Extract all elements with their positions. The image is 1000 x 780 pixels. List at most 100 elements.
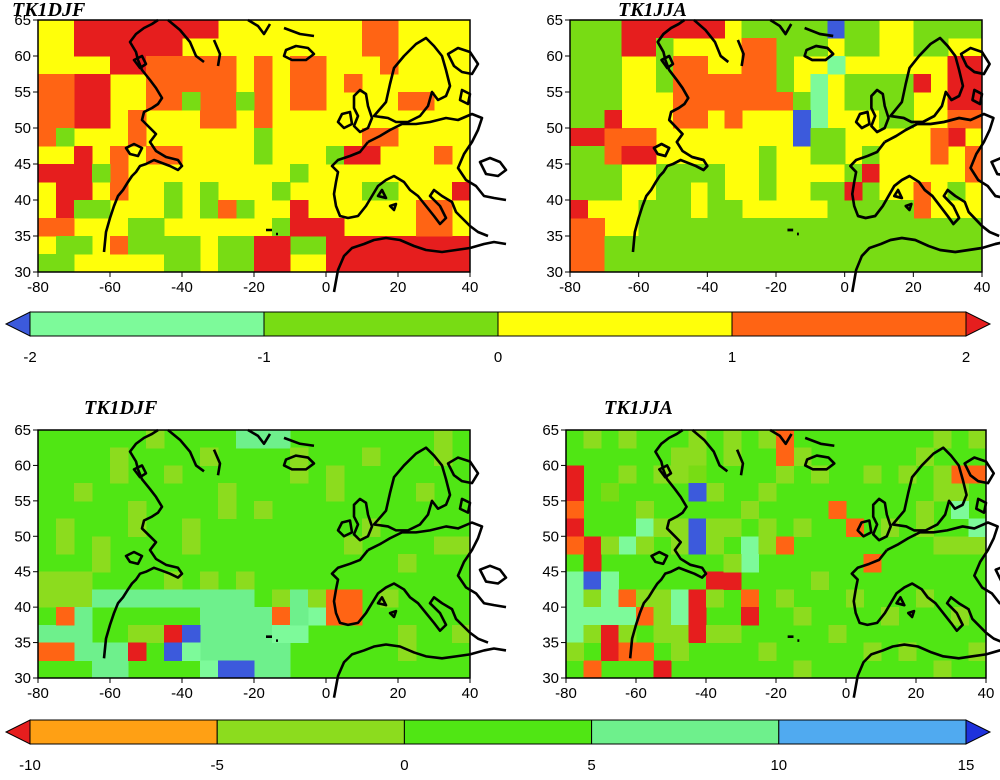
colorbar-segment — [778, 719, 967, 745]
heatmap-cell — [326, 500, 345, 520]
heatmap-cell — [913, 56, 932, 75]
y-tick-label: 40 — [14, 599, 31, 616]
heatmap-cell — [776, 589, 795, 608]
heatmap-cell — [344, 128, 363, 147]
heatmap-cell — [38, 200, 57, 219]
heatmap-cell — [583, 447, 602, 467]
heatmap-cell — [621, 164, 640, 183]
heatmap-cell — [621, 92, 640, 111]
heatmap-cell — [362, 92, 381, 111]
heatmap-cell — [828, 642, 847, 661]
y-tick-label: 45 — [542, 564, 559, 581]
heatmap-cell — [416, 128, 435, 147]
heatmap-cell — [846, 642, 865, 661]
heatmap-cell — [110, 483, 129, 502]
heatmap-cell — [968, 430, 987, 449]
heatmap-cell — [601, 554, 620, 573]
x-tick-label: 20 — [390, 685, 407, 702]
heatmap-cell — [146, 128, 165, 147]
heatmap-cell — [74, 465, 93, 484]
heatmap-cell — [968, 589, 987, 608]
heatmap-cell — [308, 200, 327, 219]
heatmap-cell — [707, 146, 726, 165]
heatmap-cell — [846, 571, 865, 591]
heatmap-cell — [200, 518, 219, 537]
heatmap-cell — [951, 660, 970, 679]
heatmap-cell — [146, 571, 165, 591]
heatmap-cell — [896, 146, 914, 165]
heatmap-cell — [776, 465, 795, 484]
heatmap-cell — [828, 500, 847, 520]
heatmap-cell — [326, 624, 345, 644]
heatmap-cell — [916, 589, 935, 608]
heatmap-cell — [74, 500, 93, 520]
heatmap-cell — [706, 430, 725, 449]
y-tick-label: 45 — [546, 156, 563, 173]
heatmap-cell — [146, 500, 165, 520]
heatmap-cell — [398, 56, 417, 75]
heatmap-cell — [724, 56, 743, 75]
heatmap-cell — [933, 536, 952, 555]
heatmap-cell — [758, 500, 777, 520]
heatmap-cell — [863, 624, 882, 644]
heatmap-cell — [913, 146, 932, 165]
heatmap-cell — [254, 218, 273, 237]
heatmap-cell — [723, 554, 742, 573]
heatmap-cell — [182, 465, 201, 484]
heatmap-cell — [308, 536, 327, 555]
x-tick-label: 20 — [390, 279, 407, 296]
heatmap-cell — [290, 56, 327, 111]
heatmap-cell — [128, 624, 165, 644]
heatmap-cell — [74, 483, 93, 502]
heatmap-cell — [671, 607, 690, 626]
y-tick-label: 45 — [14, 156, 31, 173]
heatmap-cell — [601, 571, 620, 591]
heatmap-cell — [416, 571, 435, 591]
heatmap-cell — [881, 483, 900, 502]
heatmap-cell — [827, 92, 846, 111]
heatmap-cell — [930, 74, 949, 93]
heatmap-cell — [583, 500, 602, 520]
heatmap-cell — [272, 74, 291, 93]
heatmap-cell — [398, 74, 417, 93]
heatmap-cell — [951, 589, 970, 608]
heatmap-cell — [793, 536, 812, 555]
heatmap-cell — [182, 554, 201, 573]
heatmap-cell — [290, 642, 309, 661]
heatmap-cell — [968, 642, 987, 661]
heatmap-cell — [913, 164, 932, 183]
heatmap-cell — [272, 607, 291, 626]
heatmap-cell — [128, 182, 147, 201]
heatmap-cell — [362, 589, 381, 608]
heatmap-cell — [182, 518, 201, 555]
heatmap-cell — [723, 518, 742, 537]
heatmap-cell — [56, 128, 75, 147]
heatmap-cell — [92, 182, 111, 201]
heatmap-cell — [758, 589, 777, 608]
x-tick-label: -80 — [555, 685, 577, 702]
heatmap-cell — [272, 571, 291, 591]
heatmap-cell — [793, 164, 811, 183]
heatmap-cell — [947, 20, 983, 39]
heatmap-cell — [898, 430, 917, 449]
heatmap-cell — [618, 483, 637, 502]
heatmap-cell — [828, 447, 847, 467]
heatmap-cell — [827, 110, 846, 129]
heatmap-cell — [810, 74, 829, 129]
heatmap-cell — [706, 465, 725, 484]
x-tick-label: 0 — [842, 685, 850, 702]
heatmap-cell — [827, 20, 846, 39]
heatmap-cell — [933, 465, 952, 484]
heatmap-cell — [913, 74, 932, 93]
heatmap-cell — [362, 447, 381, 467]
heatmap-cell — [326, 38, 345, 57]
heatmap-cell — [344, 164, 363, 183]
y-tick-label: 40 — [14, 192, 31, 209]
heatmap-cell — [653, 571, 672, 591]
heatmap-cell — [636, 536, 655, 555]
y-tick-label: 55 — [14, 493, 31, 510]
heatmap-cell — [38, 218, 75, 237]
heatmap-cell — [74, 554, 93, 573]
heatmap-cell — [434, 128, 453, 147]
heatmap-cell — [741, 430, 760, 449]
